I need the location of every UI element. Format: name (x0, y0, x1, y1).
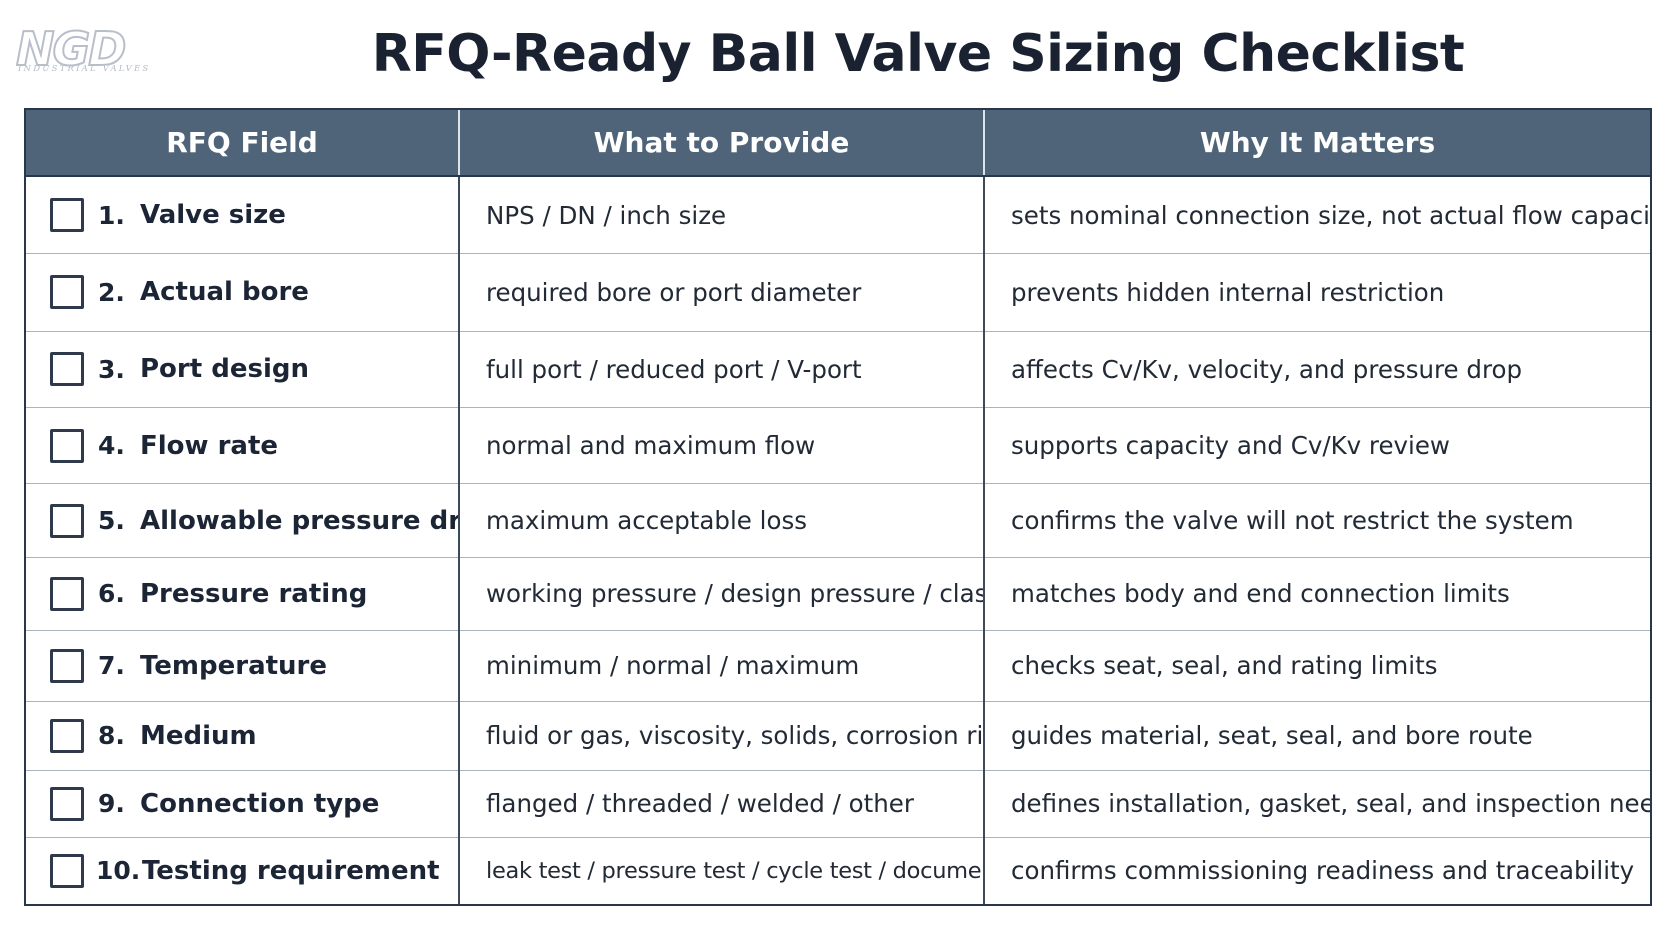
why-it-matters-cell: guides material, seat, seal, and bore ro… (984, 701, 1650, 771)
logo-mark: NGD (15, 22, 127, 76)
why-it-matters-cell: matches body and end connection limits (984, 557, 1650, 631)
checkbox[interactable] (50, 853, 84, 888)
column-header-rfq-field: RFQ Field (26, 110, 460, 177)
field-name: Pressure rating (140, 578, 368, 609)
table-row: 2. Actual bore required bore or port diame… (26, 253, 1650, 332)
header-row: RFQ Field What to Provide Why It Matters (26, 110, 1650, 177)
company-logo: NGD INDUSTRIAL VALVES (15, 22, 166, 78)
table-row: 6. Pressure rating working pressure / desi… (26, 557, 1650, 631)
why-it-matters-cell: sets nominal connection size, not actual… (984, 176, 1650, 255)
rfq-field-item: 3. Port design (26, 332, 457, 407)
field-name: Actual bore (140, 277, 309, 308)
what-to-provide-cell: leak test / pressure test / cycle test /… (459, 837, 985, 904)
why-it-matters-cell: checks seat, seal, and rating limits (984, 630, 1650, 702)
table-header: RFQ Field What to Provide Why It Matters (26, 110, 1650, 177)
why-it-matters-cell: confirms commissioning readiness and tra… (1011, 856, 1635, 886)
item-number: 3. (98, 354, 125, 384)
rfq-field-cell: 5. Allowable pressure drop (26, 483, 460, 558)
rfq-field-item: 8. Medium (26, 702, 457, 769)
rfq-field-item: 5. Allowable pressure drop (26, 484, 459, 556)
field-name: Temperature (140, 650, 328, 681)
what-to-provide-cell: required bore or port diameter (459, 253, 985, 332)
rfq-field-item: 1. Valve size (26, 177, 457, 253)
what-to-provide-cell: flanged / threaded / welded / other (459, 770, 985, 838)
why-it-matters-cell: defines installation, gasket, seal, and … (984, 770, 1650, 838)
item-number: 2. (98, 277, 125, 307)
table-body: 1. Valve size NPS / DN / inch size sets nom… (26, 176, 1650, 904)
what-to-provide-cell: fluid or gas, viscosity, solids, corrosi… (459, 701, 985, 771)
rfq-field-cell: 3. Port design (26, 331, 460, 409)
table-row: 10. Testing requirement leak test / pressu… (26, 837, 1650, 904)
field-name: Flow rate (140, 430, 279, 461)
rfq-field-cell: 10. Testing requirement (26, 837, 460, 904)
what-to-provide-cell: working pressure / design pressure / cla… (459, 557, 985, 631)
rfq-field-cell: 6. Pressure rating (26, 557, 460, 631)
why-it-matters-cell: prevents hidden internal restriction (984, 253, 1650, 332)
rfq-field-cell: 1. Valve size (26, 176, 460, 255)
table-row: 9. Connection type flanged / threaded / we… (26, 770, 1650, 838)
column-header-why-it-matters: Why It Matters (984, 110, 1650, 177)
column-header-what-to-provide: What to Provide (459, 110, 985, 177)
item-number: 10. (96, 856, 141, 886)
field-name: Testing requirement (142, 855, 440, 886)
table-row: 7. Temperature minimum / normal / maximum c… (26, 630, 1650, 702)
what-to-provide-cell: normal and maximum flow (459, 407, 985, 485)
what-to-provide-cell: maximum acceptable loss (459, 483, 985, 558)
rfq-field-cell: 7. Temperature (26, 630, 460, 702)
table-row: 5. Allowable pressure dropmaximum accepta… (26, 483, 1650, 558)
checkbox[interactable] (50, 786, 84, 821)
rfq-field-cell: 4. Flow rate (26, 407, 460, 485)
field-name: Valve size (140, 200, 286, 231)
item-number: 5. (98, 506, 125, 536)
field-name: Connection type (140, 788, 380, 819)
item-number: 1. (98, 200, 125, 230)
checkbox[interactable] (50, 428, 84, 463)
checkbox[interactable] (50, 198, 84, 233)
logo-tagline: INDUSTRIAL VALVES (18, 64, 151, 74)
checkbox[interactable] (50, 648, 84, 683)
rfq-field-item: 2. Actual bore (26, 254, 457, 330)
what-to-provide-cell: full port / reduced port / V-port (459, 331, 985, 409)
item-number: 6. (98, 579, 125, 609)
rfq-field-item: 6. Pressure rating (26, 558, 457, 630)
checkbox[interactable] (50, 503, 84, 538)
item-number: 7. (98, 651, 125, 681)
checkbox[interactable] (50, 352, 84, 387)
field-name: Allowable pressure drop (140, 505, 459, 536)
page-title: RFQ-Ready Ball Valve Sizing Checklist (170, 24, 1672, 84)
why-it-matters-cell: supports capacity and Cv/Kv review (984, 407, 1650, 485)
rfq-field-cell: 2. Actual bore (26, 253, 460, 332)
rfq-field-cell: 8. Medium (26, 701, 460, 771)
page-title-text: RFQ-Ready Ball Valve Sizing Checklist (371, 24, 1465, 84)
field-name: Medium (140, 720, 257, 751)
checkbox[interactable] (50, 576, 84, 611)
checklist-table-container: RFQ Field What to Provide Why It Matters… (24, 108, 1652, 906)
rfq-field-item: 7. Temperature (26, 631, 457, 701)
why-it-matters-cell: affects Cv/Kv, velocity, and pressure dr… (984, 331, 1650, 409)
what-to-provide-cell: NPS / DN / inch size (459, 176, 985, 255)
rfq-field-item: 10. Testing requirement (26, 838, 457, 904)
table-row: 1. Valve size NPS / DN / inch size sets nom… (26, 176, 1650, 255)
why-it-matters-cell: confirms the valve will not restrict the… (984, 483, 1650, 558)
checkbox[interactable] (50, 275, 84, 310)
rfq-field-item: 4. Flow rate (26, 408, 457, 483)
table-row: 8. Medium fluid or gas, viscosity, solids,… (26, 701, 1650, 771)
what-to-provide-cell: minimum / normal / maximum (459, 630, 985, 702)
item-number: 4. (98, 431, 125, 461)
item-number: 8. (98, 721, 125, 751)
rfq-field-cell: 9. Connection type (26, 770, 460, 838)
field-name: Port design (140, 354, 309, 385)
checklist-table: RFQ Field What to Provide Why It Matters… (26, 110, 1650, 904)
table-row: 3. Port design full port / reduced port / … (26, 331, 1650, 409)
table-row: 4. Flow rate normal and maximum flow suppor… (26, 407, 1650, 485)
item-number: 9. (98, 789, 125, 819)
rfq-field-item: 9. Connection type (26, 771, 457, 836)
checkbox[interactable] (50, 718, 84, 753)
